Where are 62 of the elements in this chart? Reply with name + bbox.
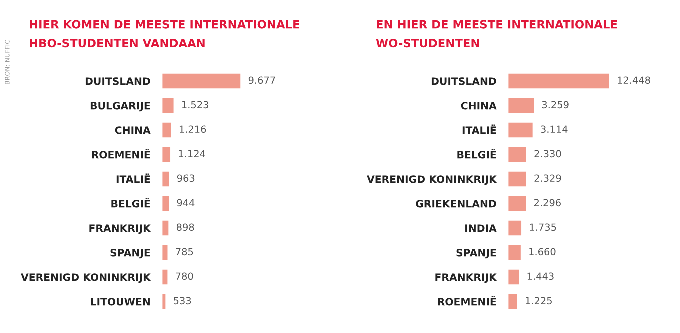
y-tick-label: SPANJE — [110, 249, 150, 259]
y-tick-label: BELGIË — [112, 198, 150, 208]
y-tick-label: FRANKRIJK — [436, 274, 498, 284]
bar — [162, 146, 172, 164]
data-label: 2.330 — [534, 150, 562, 158]
chart-title: EN HIER DE MEESTE INTERNATIONALE WO-STUDENTEN — [376, 20, 618, 48]
bar — [508, 121, 534, 140]
y-tick-label: VERENIGD KONINKRIJK — [21, 274, 152, 284]
y-tick-label: GRIEKENLAND — [416, 200, 496, 208]
y-tick-label: VERENIGD KONINKRIJK — [367, 176, 498, 186]
data-label: 3.114 — [541, 126, 568, 134]
bar — [162, 244, 170, 262]
bar — [162, 96, 176, 115]
bar — [508, 244, 522, 262]
bar — [508, 170, 528, 188]
bar — [508, 146, 528, 164]
bar — [508, 72, 611, 90]
data-label: 780 — [176, 272, 194, 280]
data-label: 3.259 — [542, 101, 569, 109]
data-label: 963 — [177, 174, 195, 182]
bar — [508, 219, 523, 238]
data-label: 1.523 — [182, 101, 208, 109]
data-label: 12.448 — [618, 76, 650, 84]
data-label: 1.443 — [528, 272, 554, 280]
chart-title: HIER KOMEN DE MEESTE INTERNATIONALE HBO-STUDENTEN VANDAAN — [30, 20, 300, 48]
y-tick-label: SPANJE — [456, 249, 496, 259]
y-tick-label: CHINA — [115, 126, 151, 134]
y-tick-label: INDIA — [466, 224, 497, 232]
y-tick-label: DUITSLAND — [432, 78, 496, 86]
y-tick-label: CHINA — [461, 102, 497, 110]
bar — [508, 194, 528, 213]
data-label: 1.660 — [530, 248, 556, 256]
y-tick-label: ROEMENIË — [438, 296, 496, 306]
data-label: 898 — [176, 224, 194, 232]
y-tick-label: ITALIË — [462, 124, 496, 134]
data-label: 944 — [177, 199, 195, 207]
bar — [508, 268, 521, 286]
y-tick-label: BULGARIJE — [90, 102, 150, 112]
data-label: 1.735 — [530, 224, 556, 232]
y-tick-label: FRANKRIJK — [90, 224, 152, 234]
data-label: 9.677 — [248, 76, 276, 84]
bar — [162, 268, 170, 286]
bar — [162, 121, 173, 140]
bar — [162, 292, 168, 311]
bar — [508, 96, 536, 115]
y-tick-label: ITALIË — [116, 174, 150, 184]
bar — [162, 219, 170, 238]
y-tick-label: ROEMENIË — [92, 149, 150, 159]
data-label: 1.124 — [179, 150, 206, 158]
data-label: 533 — [174, 297, 192, 305]
data-label: 1.216 — [180, 126, 206, 134]
bar — [508, 292, 519, 311]
y-tick-label: BELGIË — [458, 149, 496, 159]
y-tick-label: DUITSLAND — [86, 78, 150, 86]
bar — [162, 170, 171, 188]
data-label: 2.296 — [534, 199, 561, 207]
y-tick-label: LITOUWEN — [91, 298, 150, 306]
data-label: 1.225 — [526, 297, 552, 305]
bar — [162, 194, 170, 213]
data-label: 785 — [176, 248, 194, 256]
data-label: 2.329 — [534, 174, 562, 182]
bar — [162, 72, 242, 90]
